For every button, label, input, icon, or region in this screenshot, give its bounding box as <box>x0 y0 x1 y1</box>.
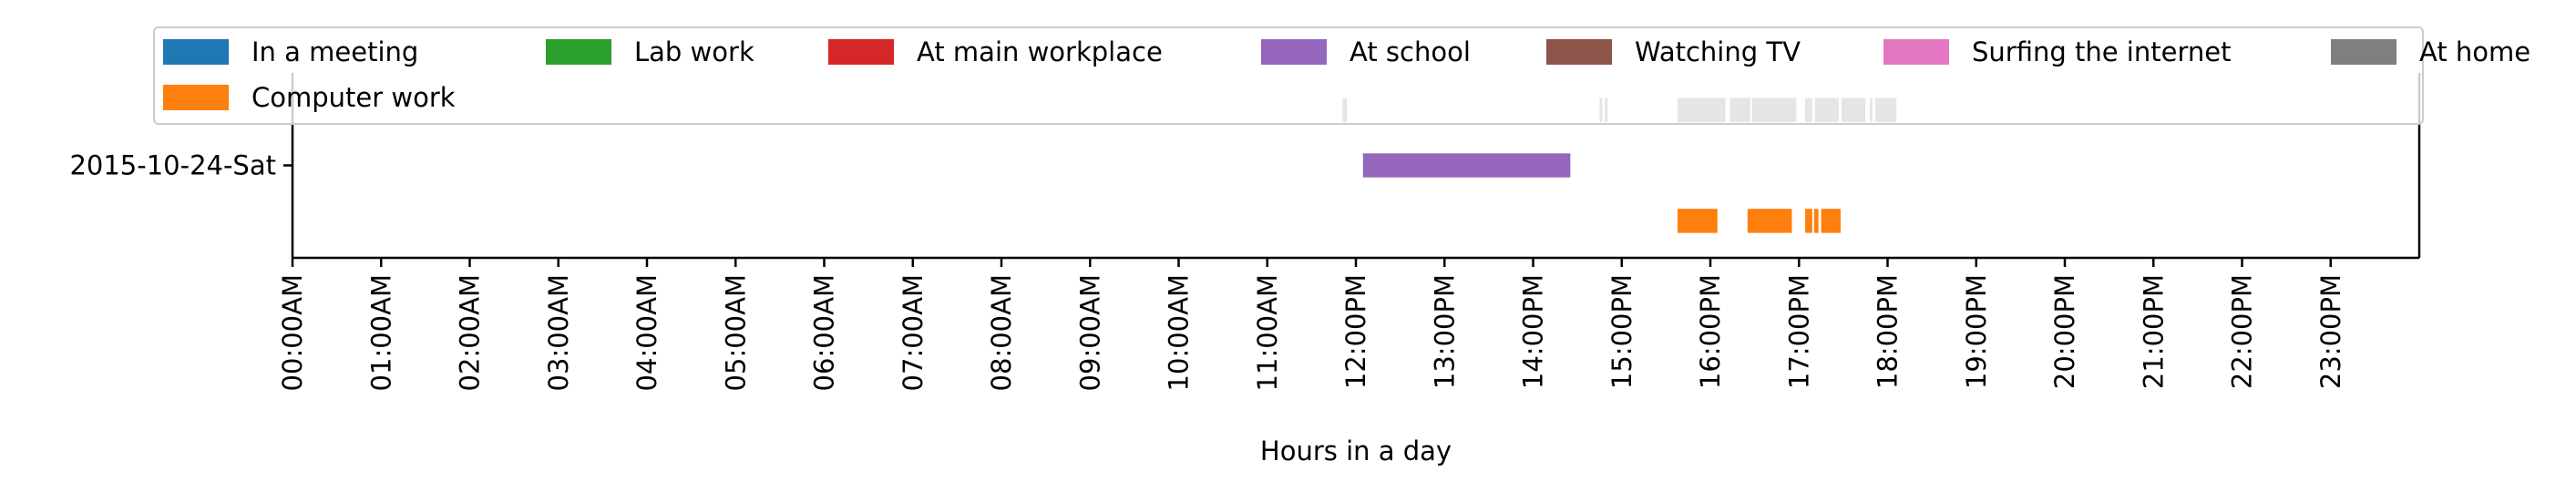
legend-swatch <box>546 39 611 65</box>
legend-label: Computer work <box>251 82 456 113</box>
x-tick-label: 19:00PM <box>1961 274 1992 389</box>
x-tick-label: 07:00AM <box>898 274 929 391</box>
legend-label: Watching TV <box>1635 36 1801 67</box>
x-axis-label: Hours in a day <box>1260 436 1452 466</box>
x-tick-label: 22:00PM <box>2227 274 2258 389</box>
x-tick-label: 14:00PM <box>1518 274 1549 389</box>
x-tick-label: 21:00PM <box>2138 274 2169 389</box>
x-axis-ticks: 00:00AM 01:00AM 02:00AM 03:00AM 04:00AM 05:00… <box>277 258 2346 391</box>
x-tick-label: 12:00PM <box>1340 274 1371 389</box>
x-tick-label: 02:00AM <box>455 274 486 391</box>
bar-at-school <box>1362 153 1571 178</box>
legend: In a meeting Lab work At main workplace At … <box>153 26 2530 125</box>
legend-label: Lab work <box>634 36 754 67</box>
x-tick-label: 20:00PM <box>2049 274 2080 389</box>
y-axis-ticks: 2015-10-24-Sat <box>69 150 292 181</box>
legend-swatch <box>2331 39 2396 65</box>
x-tick-label: 23:00PM <box>2315 274 2346 389</box>
legend-box <box>153 26 2424 125</box>
legend-swatch <box>1546 39 1612 65</box>
legend-label: In a meeting <box>251 36 418 67</box>
legend-label: At main workplace <box>917 36 1163 67</box>
legend-label: Surfing the internet <box>1972 36 2231 67</box>
x-tick-label: 13:00PM <box>1429 274 1460 389</box>
x-tick-label: 08:00AM <box>986 274 1017 391</box>
legend-swatch <box>1261 39 1327 65</box>
x-tick-label: 01:00AM <box>365 274 396 391</box>
x-tick-label: 16:00PM <box>1695 274 1726 389</box>
x-tick-label: 03:00AM <box>543 274 574 391</box>
x-tick-label: 05:00AM <box>720 274 751 391</box>
bar-computer-work <box>1805 209 1812 233</box>
x-tick-label: 15:00PM <box>1606 274 1637 389</box>
x-tick-label: 17:00PM <box>1783 274 1814 389</box>
x-tick-label: 06:00AM <box>809 274 840 391</box>
x-tick-label: 09:00AM <box>1074 274 1105 391</box>
legend-swatch <box>828 39 894 65</box>
legend-label: At home <box>2419 36 2530 67</box>
legend-swatch <box>163 39 229 65</box>
bar-computer-work <box>1678 209 1718 233</box>
legend-swatch <box>1883 39 1949 65</box>
x-tick-label: 11:00AM <box>1252 274 1283 391</box>
bar-computer-work <box>1747 209 1792 233</box>
bar-computer-work <box>1821 209 1841 233</box>
legend-label: At school <box>1350 36 1471 67</box>
x-tick-label: 04:00AM <box>631 274 662 391</box>
x-tick-label: 18:00PM <box>1873 274 1904 389</box>
legend-swatch <box>163 85 229 110</box>
x-tick-label: 00:00AM <box>277 274 308 391</box>
bar-computer-work <box>1813 209 1819 233</box>
y-tick-label: 2015-10-24-Sat <box>69 150 276 181</box>
x-tick-label: 10:00AM <box>1164 274 1195 391</box>
